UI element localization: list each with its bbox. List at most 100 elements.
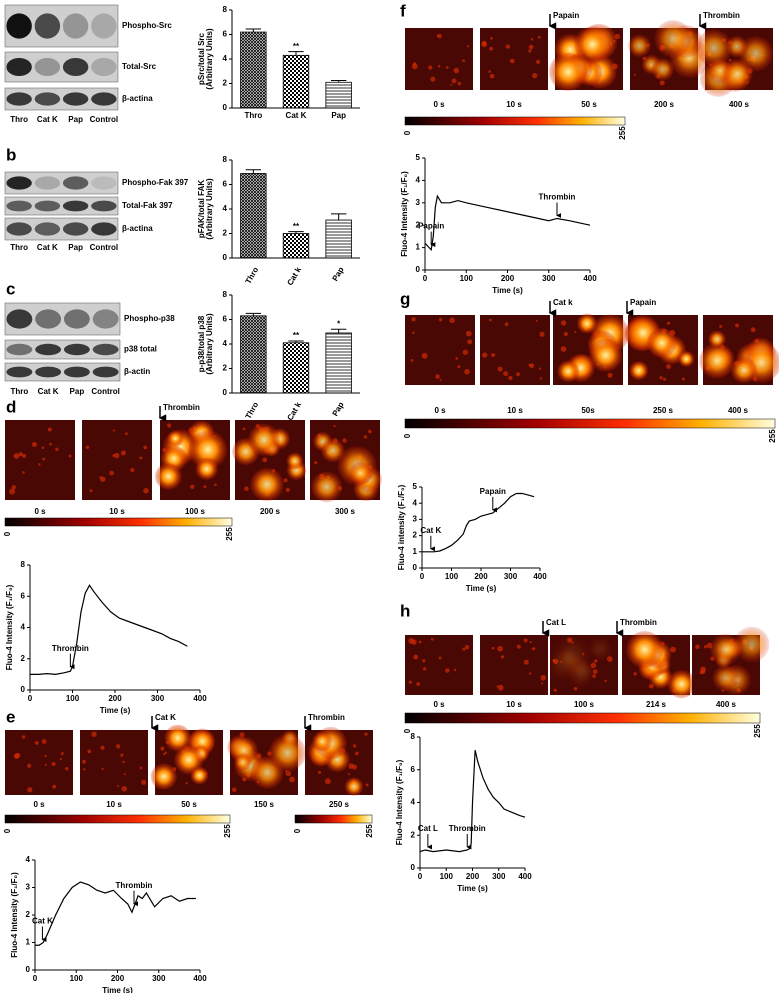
image-spot (41, 739, 47, 744)
image-spot (412, 331, 415, 335)
image-spot (122, 760, 125, 764)
image-spot (365, 783, 369, 787)
image-glow (321, 438, 345, 463)
axes (29, 565, 200, 691)
image-spot (130, 467, 135, 473)
image-spot (604, 679, 607, 683)
image-spot (47, 427, 52, 432)
y-tick-label: 8 (21, 560, 26, 569)
image-spot (497, 645, 504, 652)
image-spot (453, 67, 460, 74)
image-glow (190, 766, 209, 785)
image-spot (560, 320, 567, 326)
error-bar (288, 51, 304, 56)
image-spot (27, 763, 32, 768)
image-spot (422, 667, 427, 671)
image-glow (195, 457, 218, 481)
image-spot (700, 669, 706, 675)
image-spot (662, 377, 667, 381)
image-spot (352, 744, 357, 748)
frame-time: 250 s (653, 406, 674, 415)
image-spot (416, 682, 421, 686)
blot-band (63, 366, 90, 378)
x-axis-label: Time (s) (457, 884, 488, 893)
blot-band (6, 92, 32, 106)
frame-time: 50 s (181, 800, 197, 809)
axes (424, 158, 590, 271)
y-tick-label: 0 (411, 863, 416, 872)
x-tick-label: Cat K (286, 111, 307, 120)
y-tick-label: 8 (411, 732, 416, 741)
frame-time: 0 s (433, 100, 445, 109)
image-glow (708, 330, 726, 349)
y-tick-label: 2 (21, 654, 26, 663)
image-spot (529, 641, 532, 644)
image-spot (408, 680, 413, 684)
colorbar (404, 418, 776, 429)
x-tick-label: 0 (33, 974, 38, 983)
bar (240, 31, 267, 109)
image-spot (666, 364, 671, 369)
image-spot (411, 639, 417, 645)
y-tick-label: 4 (21, 623, 26, 632)
y-axis-label: Fluo-4 Intensity (F₁/F₀) (10, 872, 19, 958)
blot-strip (4, 362, 121, 382)
x-axis-label: Time (s) (492, 286, 523, 295)
image-spot (516, 644, 521, 649)
colorbar-label: 0 (3, 828, 12, 833)
image-glow (678, 350, 695, 367)
image-spot (164, 751, 167, 754)
image-spot (347, 773, 350, 776)
x-tick-label: 400 (533, 572, 547, 581)
x-tick-label: 300 (151, 694, 165, 703)
image-spot (112, 454, 116, 458)
image-spot (535, 319, 538, 322)
image-spot (681, 377, 685, 381)
x-tick-label: 400 (193, 694, 207, 703)
image-spot (117, 785, 120, 788)
image-spot (13, 453, 20, 459)
image-glow (557, 360, 580, 383)
image-glow (587, 636, 613, 662)
blot-strip (4, 339, 121, 360)
frame-time: 50 s (581, 100, 597, 109)
y-tick-label: 0 (416, 265, 421, 274)
image-spot (438, 318, 443, 322)
annotation: Papain (418, 222, 444, 231)
annotation: Thrombin (449, 824, 486, 833)
error-bar (245, 169, 262, 174)
y-tick-label: 4 (411, 798, 416, 807)
y-tick-label: 8 (223, 290, 228, 299)
image-glow (626, 631, 664, 669)
annotation: Cat K (420, 526, 441, 535)
image-spot (418, 640, 422, 644)
colorbar-label: 0 (403, 728, 412, 733)
line-series (35, 881, 196, 946)
panel-letter: d (6, 397, 16, 416)
lane-label: Cat K (38, 387, 59, 396)
colorbar (4, 517, 233, 527)
x-tick-label: 400 (518, 872, 532, 881)
y-axis-label: (Arbitrary Units) (205, 313, 214, 375)
treatment-label: Cat k (553, 298, 573, 307)
image-spot (500, 655, 505, 659)
blot-band (62, 176, 89, 190)
image-spot (242, 427, 246, 431)
image-glow (730, 357, 758, 384)
image-spot (450, 83, 453, 86)
image-spot (503, 371, 509, 377)
blot-band (62, 13, 89, 39)
image-spot (411, 317, 416, 322)
image-spot (38, 463, 41, 466)
frame-time: 10 s (106, 800, 122, 809)
error-bar (330, 79, 347, 83)
blot-band (34, 13, 61, 39)
image-spot (109, 470, 114, 476)
image-spot (490, 36, 493, 40)
image-spot (125, 432, 128, 436)
x-tick-label: 0 (423, 274, 428, 283)
x-tick-label: 0 (28, 694, 33, 703)
image-spot (9, 488, 16, 495)
image-spot (231, 787, 237, 793)
